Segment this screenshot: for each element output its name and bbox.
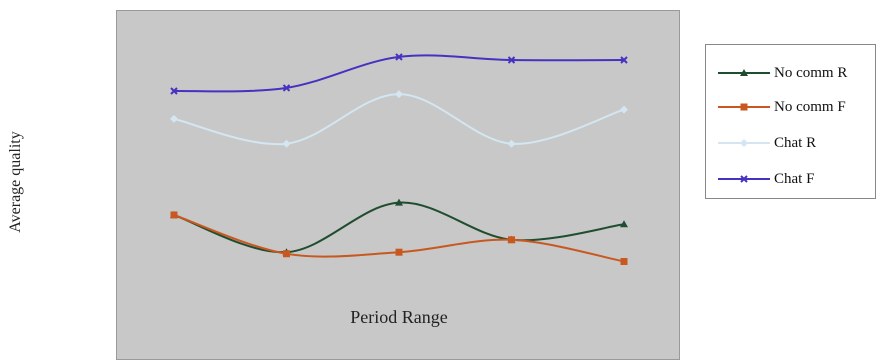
legend-marker (740, 69, 748, 76)
data-point-no-comm-r-3 (395, 198, 403, 206)
data-point-chat-r-5 (620, 105, 628, 114)
series-no-comm-f (170, 211, 628, 265)
y-axis-label: Average quality (7, 131, 24, 233)
legend-swatch-chat-r (718, 139, 770, 147)
data-point-no-comm-f-5 (620, 258, 628, 265)
legend-marker (740, 175, 748, 183)
legend-item-chat-f: Chat F (716, 169, 814, 189)
data-point-chat-f-3 (395, 53, 403, 61)
data-point-chat-f-4 (507, 56, 516, 64)
legend-label: Chat R (774, 134, 817, 151)
legend-label: No comm R (774, 64, 848, 81)
data-point-chat-f-2 (282, 84, 291, 92)
data-point-no-comm-f-3 (395, 248, 403, 256)
legend-swatch-no-comm-f (718, 103, 770, 111)
legend-item-no-comm-f: No comm F (716, 97, 846, 117)
data-point-chat-r-4 (507, 139, 516, 148)
series-line-no-comm-r (173, 201, 625, 254)
legend-marker (740, 139, 748, 147)
series-chat-f (170, 53, 628, 95)
data-point-no-comm-f-2 (283, 250, 290, 258)
line-chart (170, 53, 628, 265)
x-axis-label: Period Range (350, 307, 448, 327)
data-point-no-comm-f-4 (508, 236, 515, 244)
series-line-chat-r (173, 93, 625, 146)
data-point-chat-f-5 (620, 56, 628, 64)
series-line-chat-f (173, 54, 625, 93)
legend-item-no-comm-r: No comm R (716, 63, 847, 83)
data-point-chat-f-1 (170, 87, 178, 95)
legend-swatch-no-comm-r (718, 69, 770, 76)
legend: No comm R No comm F Chat R Chat F (705, 44, 876, 199)
legend-label: Chat F (774, 170, 815, 187)
data-point-chat-r-2 (282, 139, 291, 148)
legend-marker (740, 103, 748, 111)
data-point-chat-r-1 (170, 114, 178, 123)
legend-item-chat-r: Chat R (716, 133, 816, 153)
data-point-chat-r-3 (395, 90, 403, 99)
legend-label: No comm F (774, 98, 846, 115)
data-point-no-comm-f-1 (170, 211, 178, 219)
plot-area: Period Range (116, 10, 680, 360)
legend-swatch-chat-f (718, 175, 770, 183)
series-chat-r (170, 90, 628, 148)
data-point-no-comm-r-5 (620, 220, 628, 228)
